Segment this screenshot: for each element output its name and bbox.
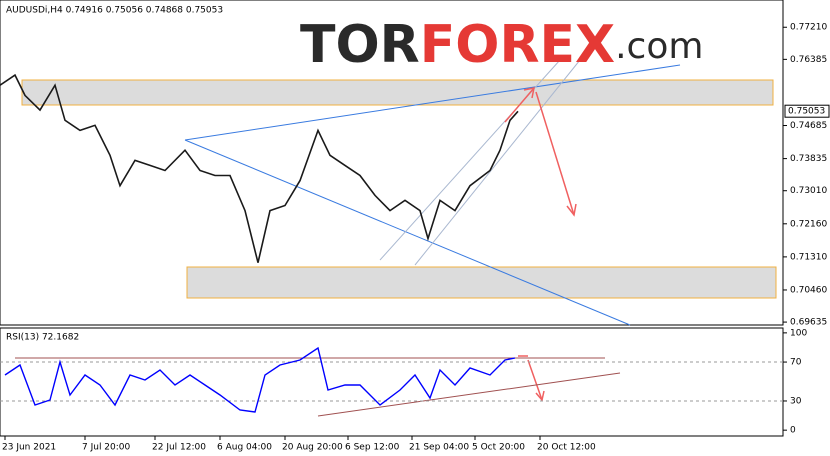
x-tick-label: 22 Jul 12:00 (152, 443, 206, 453)
x-tick-label: 7 Jul 20:00 (82, 443, 131, 453)
x-tick-label: 5 Oct 20:00 (472, 443, 525, 453)
logo: TORFOREX.com (300, 15, 703, 75)
y-tick-label: 0.76385 (790, 55, 827, 65)
rsi-panel (0, 327, 784, 437)
forecast-arrows (504, 87, 577, 402)
price-panel (0, 0, 784, 326)
y-tick-label: 0.71310 (790, 252, 827, 262)
y-tick-label: 100 (790, 328, 807, 338)
logo-part: TOR (300, 15, 420, 75)
last-price-label: 0.75053 (788, 107, 825, 117)
header: AUDUSDi,H4 0.74916 0.75056 0.74868 0.750… (6, 6, 223, 16)
series-line (4, 346, 516, 413)
series-line (0, 73, 519, 263)
y-tick-label: 0.69635 (790, 318, 827, 328)
x-tick-label: 6 Sep 12:00 (345, 443, 400, 453)
trend-line (184, 64, 681, 141)
logo-part: FOREX (420, 15, 615, 75)
last-price-box (784, 104, 830, 118)
y-tick-label: 0.70460 (790, 285, 827, 295)
y-tick-label: 0 (790, 426, 796, 436)
y-tick-label: 0.72160 (790, 219, 827, 229)
trend-line (184, 139, 631, 326)
y-tick-label: 0.73010 (790, 186, 827, 196)
resistance-zone (21, 79, 774, 106)
y-tick-label: 0.74685 (790, 121, 827, 131)
y-tick-label: 0.73835 (790, 154, 827, 164)
x-tick-label: 23 Jun 2021 (2, 443, 56, 453)
x-tick-label: 20 Aug 20:00 (282, 443, 343, 453)
y-tick-label: 0.77210 (790, 23, 827, 33)
channel-line (414, 59, 581, 266)
y-tick-label: 30 (790, 396, 802, 406)
rsi-title: RSI(13) 72.1682 (6, 333, 79, 343)
logo-part: .com (615, 26, 703, 67)
rsi-trend-line (317, 372, 621, 417)
support-zone (186, 266, 777, 299)
y-tick-label: 70 (790, 358, 802, 368)
x-tick-label: 21 Sep 04:00 (409, 443, 469, 453)
x-tick-label: 6 Aug 04:00 (217, 443, 272, 453)
x-tick-label: 20 Oct 12:00 (537, 443, 596, 453)
